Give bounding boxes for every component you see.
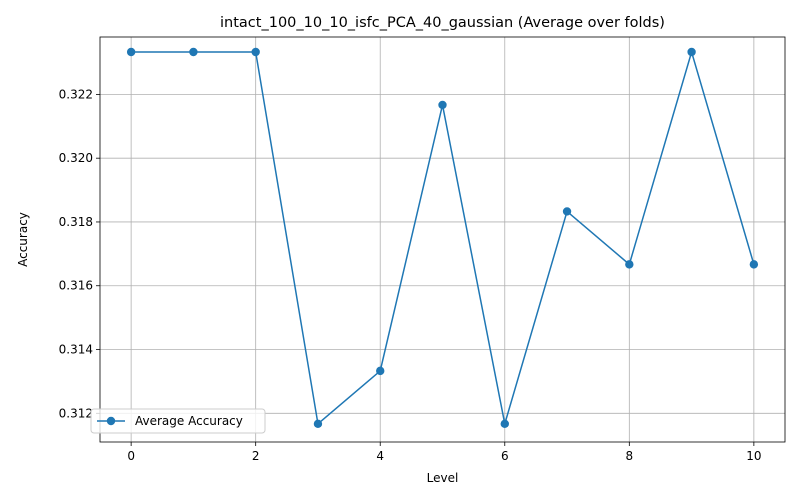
data-point xyxy=(376,366,385,376)
data-point xyxy=(126,47,136,57)
y-tick-label: 0.318 xyxy=(59,215,93,229)
series xyxy=(126,47,759,429)
data-point xyxy=(687,47,696,57)
data-point xyxy=(500,419,509,429)
y-tick-label: 0.316 xyxy=(59,279,93,293)
legend-box xyxy=(90,408,266,434)
data-point xyxy=(562,207,572,216)
x-tick-label: 4 xyxy=(376,449,384,463)
legend-label: Average Accuracy xyxy=(135,414,243,428)
grid xyxy=(100,37,785,442)
y-tick-label: 0.314 xyxy=(59,343,93,357)
x-tick-label: 6 xyxy=(501,449,509,463)
data-point xyxy=(251,47,260,57)
plot-frame xyxy=(99,36,786,443)
x-tick-label: 10 xyxy=(746,449,761,463)
chart-title: intact_100_10_10_isfc_PCA_40_gaussian (A… xyxy=(220,15,665,31)
data-point xyxy=(625,260,634,269)
data-point xyxy=(189,47,198,57)
legend-marker xyxy=(106,416,116,426)
data-point xyxy=(438,100,447,110)
y-tick-label: 0.320 xyxy=(59,151,93,165)
axes: 0 2 4 6 8 10 0.312 0.314 0.316 0.318 0.320 0.322 xyxy=(59,36,786,463)
y-axis-label: Accuracy xyxy=(16,212,30,267)
x-tick-label: 0 xyxy=(127,449,135,463)
data-point xyxy=(749,260,759,269)
data-point xyxy=(313,419,323,429)
y-tick-label: 0.322 xyxy=(59,87,93,101)
x-tick-label: 2 xyxy=(252,449,260,463)
x-axis-label: Level xyxy=(427,471,459,485)
y-tick-label: 0.312 xyxy=(59,406,93,420)
legend: Average Accuracy xyxy=(90,408,266,434)
x-tick-label: 8 xyxy=(625,449,633,463)
